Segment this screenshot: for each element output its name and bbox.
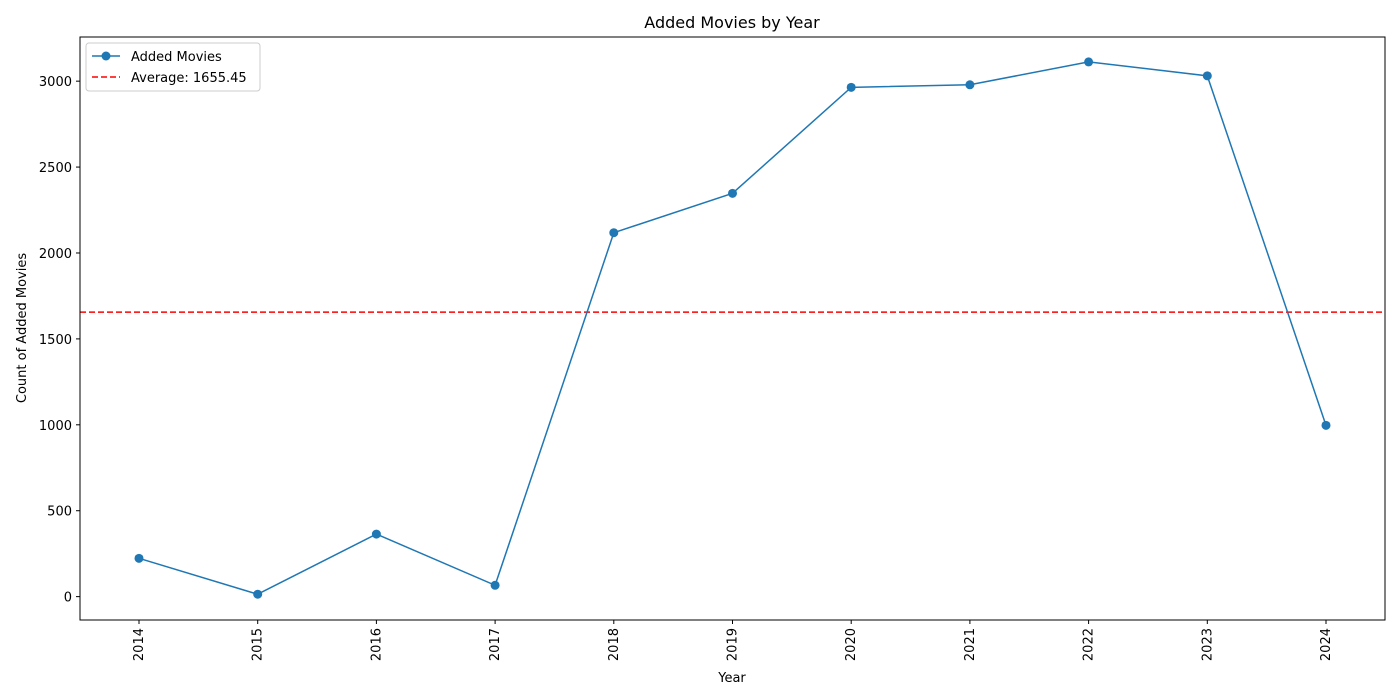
- x-tick-label: 2021: [963, 628, 978, 661]
- plot-area: [79, 36, 1386, 621]
- data-point: [134, 553, 144, 563]
- data-point: [609, 228, 619, 238]
- data-point: [1202, 71, 1212, 81]
- legend-series-label: Added Movies: [131, 50, 222, 65]
- series-layer: [134, 57, 1331, 599]
- y-tick-label: 1000: [39, 419, 72, 434]
- x-tick-label: 2015: [251, 628, 266, 661]
- y-tick-label: 2500: [39, 161, 72, 176]
- data-point: [490, 580, 500, 590]
- x-tick-label: 2017: [488, 628, 503, 661]
- data-point: [1321, 420, 1331, 430]
- legend-series-marker: [101, 51, 111, 61]
- x-tick-label: 2024: [1319, 628, 1334, 661]
- y-tick-label: 1500: [39, 333, 72, 348]
- data-point: [728, 188, 737, 198]
- chart-title: Added Movies by Year: [644, 13, 820, 32]
- data-point: [1084, 57, 1094, 67]
- y-tick-label: 2000: [39, 247, 72, 262]
- x-tick-label: 2018: [607, 628, 622, 661]
- x-axis-label: Year: [717, 671, 746, 686]
- legend-average-label: Average: 1655.45: [131, 71, 247, 86]
- y-axis-ticks: 0 500 1000 1500 2000 2500 3000: [39, 75, 80, 606]
- legend-frame: [85, 42, 261, 92]
- legend: Added Movies Average: 1655.45: [85, 42, 261, 92]
- data-point: [846, 82, 856, 92]
- x-tick-label: 2019: [726, 628, 741, 661]
- data-point: [965, 80, 975, 90]
- y-tick-label: 0: [64, 591, 72, 606]
- x-axis-ticks: 2014 2015 2016 2017 2018 2019 2020 2021 2022 2023…: [132, 620, 1334, 661]
- y-tick-label: 3000: [39, 75, 72, 90]
- x-tick-label: 2014: [132, 628, 147, 661]
- x-tick-label: 2016: [369, 628, 384, 661]
- x-tick-label: 2020: [844, 628, 859, 661]
- data-point: [253, 589, 263, 599]
- data-point: [371, 529, 381, 539]
- y-axis-label: Count of Added Movies: [15, 253, 30, 403]
- y-tick-label: 500: [47, 505, 72, 520]
- series-line: [138, 61, 1327, 596]
- x-tick-label: 2022: [1082, 628, 1097, 661]
- x-tick-label: 2023: [1200, 628, 1215, 661]
